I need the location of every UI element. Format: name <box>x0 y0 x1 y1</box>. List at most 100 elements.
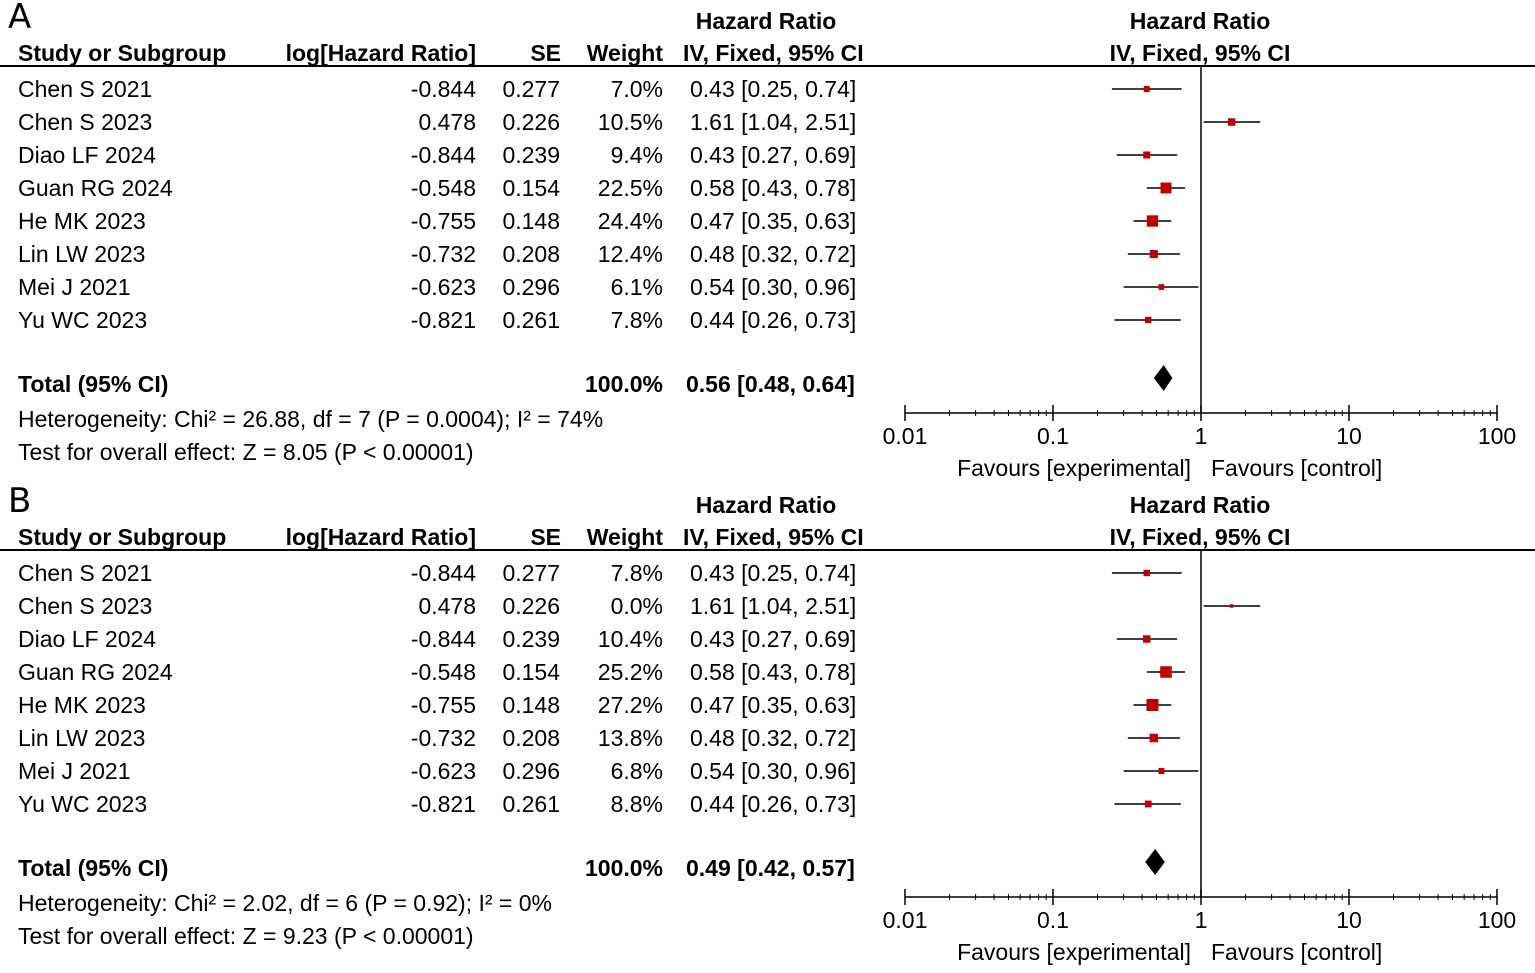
x-axis-tick-label: 1 <box>1195 423 1208 449</box>
effect-marker <box>1143 635 1151 643</box>
se-value: 0.296 <box>502 274 560 300</box>
effect-marker <box>1160 182 1172 194</box>
effect-marker <box>1158 768 1165 774</box>
loghr-value: -0.844 <box>410 76 476 102</box>
loghr-value: -0.755 <box>410 692 476 718</box>
weight-value: 8.8% <box>610 791 663 817</box>
se-value: 0.154 <box>502 659 560 685</box>
se-column-header: SE <box>530 524 561 550</box>
panel-label: B <box>8 481 32 521</box>
hr-ci-value: 0.44 [0.26, 0.73] <box>690 791 857 817</box>
heterogeneity-text: Heterogeneity: Chi² = 26.88, df = 7 (P =… <box>18 406 604 432</box>
favours-right-label: Favours [control] <box>1211 939 1382 965</box>
plot-title: Hazard Ratio <box>1129 492 1271 518</box>
loghr-value: -0.732 <box>410 241 476 267</box>
overall-effect-text: Test for overall effect: Z = 9.23 (P < 0… <box>18 923 474 949</box>
effect-marker <box>1158 284 1165 290</box>
study-name: Yu WC 2023 <box>18 307 148 333</box>
study-name: Chen S 2023 <box>18 109 153 135</box>
se-column-header: SE <box>530 40 561 66</box>
forest-plot-area: 0.01 0.1 1 10 100 Favours [experimental] Favou… <box>883 66 1516 481</box>
effect-marker <box>1146 699 1159 711</box>
effect-marker <box>1143 85 1150 93</box>
favours-right-label: Favours [control] <box>1211 455 1382 481</box>
weight-value: 10.5% <box>597 109 663 135</box>
se-value: 0.261 <box>502 307 560 333</box>
plot-method-header: IV, Fixed, 95% CI <box>1109 524 1291 550</box>
se-value: 0.148 <box>502 208 560 234</box>
hr-ci-value: 0.44 [0.26, 0.73] <box>690 307 857 333</box>
weight-value: 13.8% <box>597 725 663 751</box>
se-value: 0.296 <box>502 758 560 784</box>
x-axis-tick-label: 0.1 <box>1037 423 1069 449</box>
effect-marker <box>1227 118 1236 126</box>
heterogeneity-text: Heterogeneity: Chi² = 2.02, df = 6 (P = … <box>18 890 552 916</box>
hr-ci-value: 0.43 [0.27, 0.69] <box>690 626 857 652</box>
header-rule <box>0 65 1535 67</box>
weight-value: 25.2% <box>597 659 663 685</box>
study-name: Guan RG 2024 <box>18 175 173 201</box>
favours-left-label: Favours [experimental] <box>957 939 1191 965</box>
se-value: 0.226 <box>502 593 560 619</box>
x-axis-tick-label: 100 <box>1478 423 1516 449</box>
weight-value: 10.4% <box>597 626 663 652</box>
loghr-value: -0.623 <box>410 758 476 784</box>
forest-plot-panel-a: A Hazard Ratio Hazard Ratio Study or Sub… <box>0 0 1535 484</box>
hr-ci-value: 1.61 [1.04, 2.51] <box>690 109 857 135</box>
effect-marker <box>1144 800 1152 808</box>
hr-ci-value: 0.47 [0.35, 0.63] <box>690 692 857 718</box>
loghr-column-header: log[Hazard Ratio] <box>285 524 476 550</box>
hr-ci-value: 0.43 [0.25, 0.74] <box>690 76 857 102</box>
effect-marker <box>1229 604 1234 608</box>
study-column-header: Study or Subgroup <box>18 40 227 66</box>
loghr-value: -0.732 <box>410 725 476 751</box>
hr-ci-value: 0.43 [0.25, 0.74] <box>690 560 857 586</box>
weight-value: 12.4% <box>597 241 663 267</box>
overall-effect-text: Test for overall effect: Z = 8.05 (P < 0… <box>18 439 474 465</box>
effect-marker <box>1149 249 1158 259</box>
study-name: Mei J 2021 <box>18 274 131 300</box>
hr-column-title: Hazard Ratio <box>695 8 837 34</box>
weight-value: 27.2% <box>597 692 663 718</box>
hr-column-title: Hazard Ratio <box>695 492 837 518</box>
loghr-column-header: log[Hazard Ratio] <box>285 40 476 66</box>
total-hr-ci: 0.49 [0.42, 0.57] <box>686 855 855 881</box>
loghr-value: 0.478 <box>418 593 476 619</box>
se-value: 0.239 <box>502 626 560 652</box>
effect-marker <box>1143 151 1151 159</box>
se-value: 0.154 <box>502 175 560 201</box>
se-value: 0.148 <box>502 692 560 718</box>
loghr-value: -0.548 <box>410 659 476 685</box>
se-value: 0.261 <box>502 791 560 817</box>
x-axis-tick-label: 0.01 <box>883 423 928 449</box>
se-value: 0.226 <box>502 109 560 135</box>
loghr-value: -0.623 <box>410 274 476 300</box>
weight-value: 7.8% <box>610 307 663 333</box>
study-name: Lin LW 2023 <box>18 241 146 267</box>
hr-ci-value: 0.48 [0.32, 0.72] <box>690 725 857 751</box>
effect-marker <box>1143 569 1150 577</box>
x-axis-tick-label: 1 <box>1195 907 1208 933</box>
study-name: Chen S 2021 <box>18 560 153 586</box>
loghr-value: -0.821 <box>410 791 476 817</box>
se-value: 0.277 <box>502 560 560 586</box>
hr-ci-value: 0.48 [0.32, 0.72] <box>690 241 857 267</box>
weight-value: 6.1% <box>610 274 663 300</box>
forest-plot-area: 0.01 0.1 1 10 100 Favours [experimental] Favou… <box>883 550 1516 965</box>
effect-marker <box>1149 733 1159 743</box>
weight-value: 24.4% <box>597 208 663 234</box>
x-axis-tick-label: 10 <box>1336 907 1362 933</box>
weight-value: 6.8% <box>610 758 663 784</box>
study-name: Diao LF 2024 <box>18 142 157 168</box>
favours-left-label: Favours [experimental] <box>957 455 1191 481</box>
study-name: Diao LF 2024 <box>18 626 157 652</box>
weight-value: 22.5% <box>597 175 663 201</box>
study-name: Chen S 2021 <box>18 76 153 102</box>
hr-ci-value: 0.58 [0.43, 0.78] <box>690 175 857 201</box>
x-axis-tick-label: 10 <box>1336 423 1362 449</box>
total-weight: 100.0% <box>584 371 663 397</box>
se-value: 0.277 <box>502 76 560 102</box>
loghr-value: 0.478 <box>418 109 476 135</box>
study-name: Chen S 2023 <box>18 593 153 619</box>
hr-method-header: IV, Fixed, 95% CI <box>683 524 864 550</box>
